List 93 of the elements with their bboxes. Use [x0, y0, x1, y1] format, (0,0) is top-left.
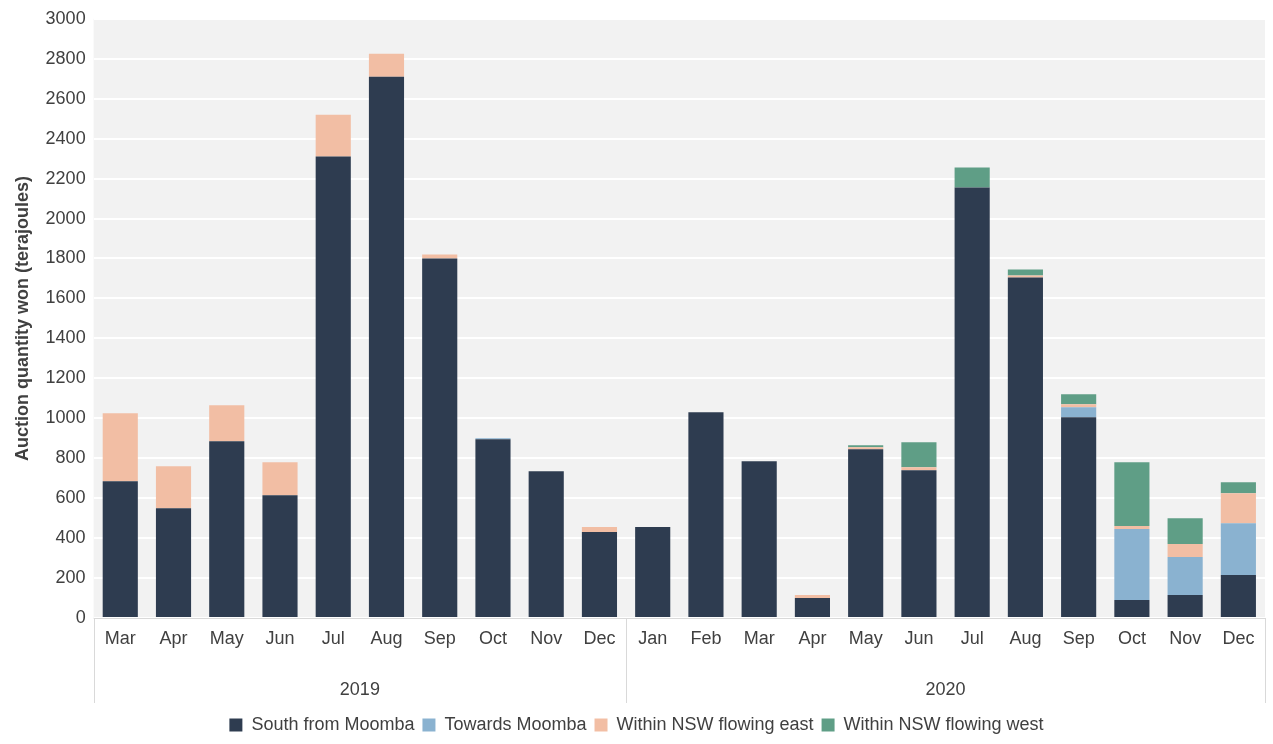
y-axis-title: Auction quantity won (terajoules) [11, 175, 32, 461]
bar [1114, 462, 1150, 527]
bar [315, 156, 351, 617]
y-tick-label: 3000 [45, 7, 86, 28]
x-tick-label: Nov [530, 627, 563, 648]
legend-label: Within NSW flowing west [843, 713, 1044, 734]
bar [581, 532, 618, 617]
y-tick-label: 1600 [45, 287, 86, 308]
x-tick-label: May [848, 627, 883, 648]
bar [1167, 557, 1203, 596]
x-tick-label: Feb [690, 627, 722, 648]
x-tick-label: Oct [478, 627, 507, 648]
y-tick-label: 2000 [45, 207, 86, 228]
x-tick-label: Aug [1009, 627, 1042, 648]
x-tick-label: Dec [1222, 627, 1255, 648]
bar [794, 598, 830, 617]
y-tick-label: 600 [55, 487, 86, 508]
bar [688, 412, 724, 617]
x-tick-label: Sep [423, 627, 456, 648]
bar [209, 441, 245, 617]
x-tick-label: Mar [743, 627, 775, 648]
bar [1220, 482, 1256, 494]
text: 2020 [925, 678, 966, 699]
bar [635, 527, 671, 617]
y-tick-label: 2400 [45, 127, 86, 148]
bar [155, 466, 192, 509]
bar [475, 439, 511, 617]
x-tick-label: Nov [1169, 627, 1202, 648]
bar [1220, 493, 1256, 524]
x-tick-label: Jul [321, 627, 345, 648]
bar [1007, 275, 1043, 278]
bar [1061, 407, 1097, 418]
bar [1220, 523, 1256, 576]
legend-label: Towards Moomba [444, 713, 588, 734]
bar [1167, 518, 1203, 545]
bar [155, 508, 192, 617]
bar [954, 167, 990, 188]
bar [1114, 529, 1150, 601]
legend-label: Within NSW flowing east [616, 713, 814, 734]
y-tick-label: 1800 [45, 247, 86, 268]
x-tick-label: Apr [159, 627, 188, 648]
bar [422, 254, 458, 259]
bar [1167, 544, 1203, 558]
x-tick-label: Oct [1117, 627, 1146, 648]
bar [1114, 526, 1150, 530]
y-tick-label: 1000 [45, 407, 86, 428]
bar [1220, 575, 1256, 617]
bar [1167, 595, 1203, 617]
bar [262, 495, 298, 617]
bar [368, 53, 405, 77]
bar [794, 595, 830, 599]
x-tick-label: Dec [583, 627, 616, 648]
y-tick-label: 1200 [45, 367, 86, 388]
bar [1061, 404, 1097, 408]
bar [1007, 269, 1043, 276]
bar [102, 481, 138, 617]
y-tick-label: 1400 [45, 327, 86, 348]
x-tick-label: Mar [104, 627, 136, 648]
bar [954, 187, 990, 617]
bar [741, 461, 777, 617]
bar [528, 471, 564, 617]
x-tick-label: Jun [904, 627, 934, 648]
legend-label: South from Moomba [251, 713, 416, 734]
x-tick-label: Jan [638, 627, 668, 648]
bar [901, 467, 937, 471]
x-tick-label: Aug [370, 627, 403, 648]
bar [422, 258, 458, 617]
bar [581, 527, 618, 533]
y-tick-label: 2800 [45, 47, 86, 68]
y-tick-label: 2600 [45, 87, 86, 108]
bar [901, 442, 937, 468]
bar [262, 462, 298, 496]
x-tick-label: Sep [1062, 627, 1095, 648]
bar [1007, 277, 1043, 617]
y-tick-label: 400 [55, 527, 86, 548]
y-tick-label: 0 [75, 606, 86, 627]
bar [102, 413, 138, 482]
bar [368, 76, 405, 617]
bar [209, 405, 245, 442]
x-tick-label: Apr [798, 627, 827, 648]
bar [848, 449, 884, 617]
bar [1114, 600, 1150, 617]
x-tick-label: Jul [960, 627, 984, 648]
text: 2019 [339, 678, 380, 699]
x-tick-label: May [209, 627, 244, 648]
bar [1061, 394, 1097, 405]
bar [1061, 417, 1097, 617]
y-tick-label: 200 [55, 567, 86, 588]
bar [315, 114, 351, 157]
y-tick-label: 800 [55, 447, 86, 468]
x-tick-label: Jun [265, 627, 295, 648]
y-tick-label: 2200 [45, 167, 86, 188]
bar [901, 470, 937, 617]
